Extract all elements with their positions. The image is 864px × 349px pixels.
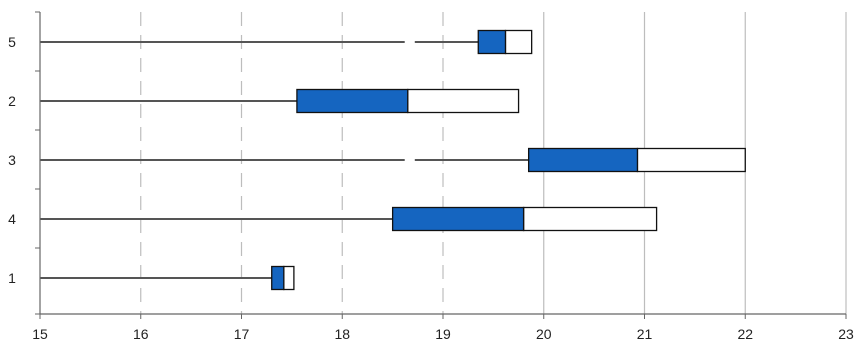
y-tick-label-1: 1 [8,270,16,286]
bar-outline-5 [504,29,533,55]
x-tick-label-22: 22 [737,326,753,342]
y-tick-label-5: 5 [8,34,16,50]
x-tick-label-15: 15 [32,326,48,342]
bar-outline-1 [283,265,295,291]
y-tick-label-2: 2 [8,93,16,109]
x-tick-label-23: 23 [838,326,854,342]
bar-outline-4 [522,206,658,232]
bar-filled-5 [477,29,507,55]
x-tick-label-21: 21 [637,326,653,342]
axes [35,11,847,319]
bar-outline-3 [636,147,746,173]
y-tick-labels: 5 2 3 4 1 [8,34,16,286]
y-tick-label-3: 3 [8,152,16,168]
x-tick-label-17: 17 [234,326,250,342]
x-tick-labels: 15 16 17 18 19 20 21 22 23 [32,326,854,342]
bar-outline-2 [407,88,520,114]
bar-filled-1 [271,265,285,291]
leader-lines [40,41,529,279]
x-tick-label-19: 19 [435,326,451,342]
bar-filled-4 [391,206,525,232]
bar-filled-3 [527,147,639,173]
bar-filled-2 [296,88,409,114]
x-tick-label-20: 20 [536,326,552,342]
bars [271,29,746,291]
x-tick-label-18: 18 [334,326,350,342]
y-tick-label-4: 4 [8,211,16,227]
x-tick-label-16: 16 [133,326,149,342]
